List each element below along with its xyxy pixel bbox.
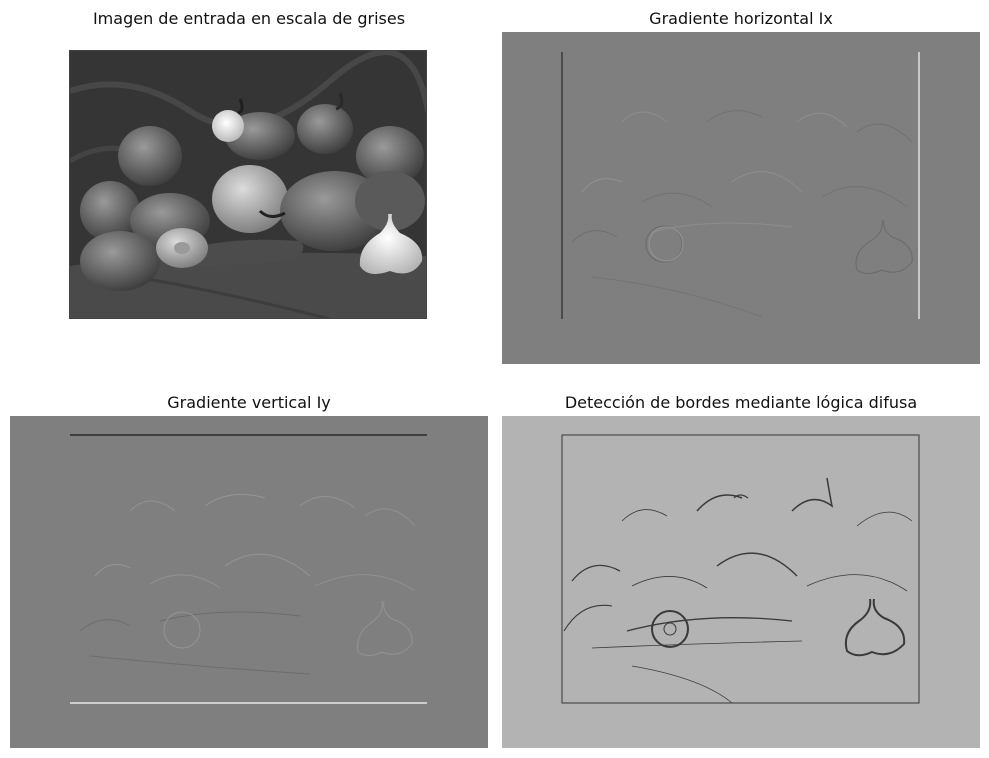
vertical-gradient-image [10, 416, 488, 748]
panel-title-edges: Detección de bordes mediante lógica difu… [564, 393, 918, 412]
panel-title-iy: Gradiente vertical Iy [167, 393, 331, 412]
fuzzy-edge-detection-image [502, 416, 980, 748]
panel-title-ix: Gradiente horizontal Ix [649, 9, 833, 28]
horizontal-gradient-image [502, 32, 980, 364]
panel-title-input: Imagen de entrada en escala de grises [92, 9, 406, 28]
grayscale-input-image [69, 50, 427, 319]
